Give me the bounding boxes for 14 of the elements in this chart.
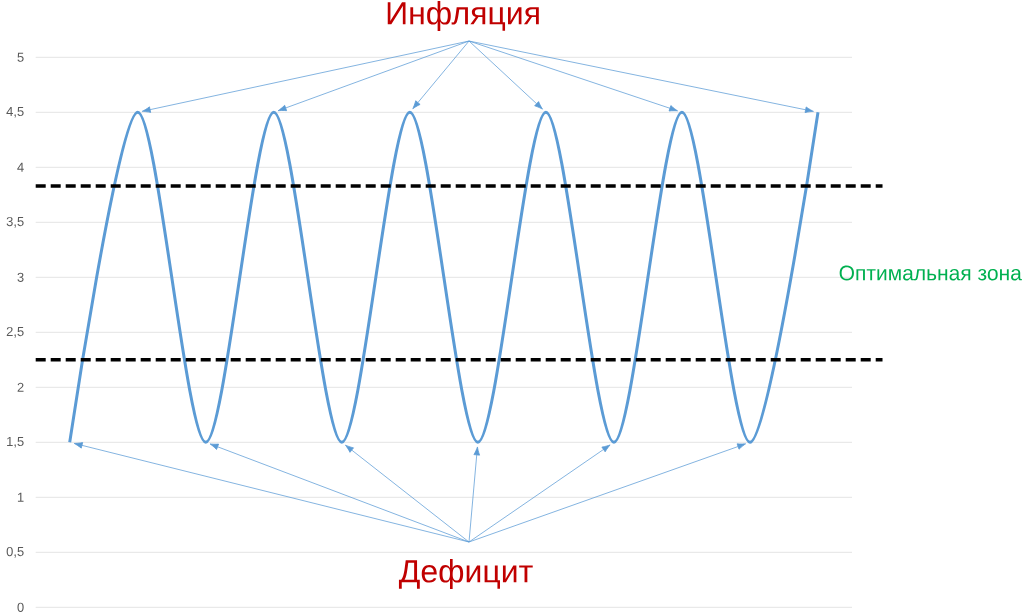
y-tick-label: 3,5	[6, 216, 24, 228]
annotation: Дефицит	[398, 559, 533, 589]
text: Инфляция	[387, 1, 539, 31]
y-tick-label: 4	[17, 162, 24, 172]
y-tick-label: 2	[17, 382, 24, 392]
y-tick-label: 0	[17, 602, 24, 612]
y-tick-label: 4,5	[6, 107, 24, 118]
y-tick-label: 1,5	[7, 437, 24, 448]
y-tick-label: 3	[17, 272, 24, 282]
y-tick-label: 2,5	[6, 326, 24, 338]
y-tick-label: 1	[17, 492, 24, 502]
y-tick-label: 5	[17, 52, 24, 62]
y-tick-label: 0,5	[6, 546, 24, 558]
annotation: Оптимальная зона	[839, 265, 1022, 281]
